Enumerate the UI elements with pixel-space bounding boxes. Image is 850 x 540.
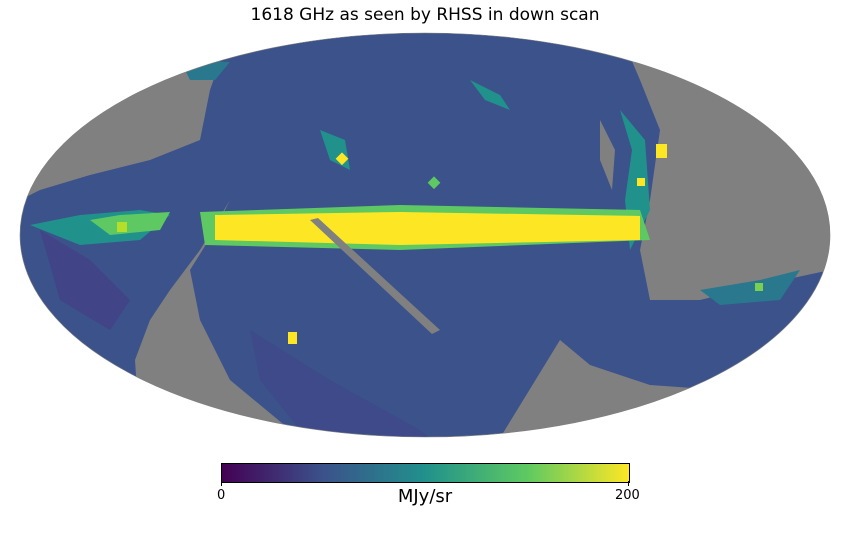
colorbar-tick-min — [221, 481, 222, 486]
plane-west-arm — [90, 212, 170, 235]
colorbar-min-label: 0 — [217, 488, 226, 503]
source-north — [335, 152, 349, 166]
galactic-plane — [90, 205, 650, 250]
map-boundary — [19, 32, 831, 438]
source-south-west — [288, 332, 297, 344]
bright-sources — [288, 144, 763, 344]
missing-region-inner-gap — [600, 120, 615, 190]
patch-dark-south — [250, 330, 430, 437]
colorbar — [221, 463, 630, 483]
source-east-1 — [656, 144, 667, 158]
patch-teal-north-east — [470, 80, 510, 110]
patch-teal-southeast — [700, 270, 800, 305]
source-east-2 — [637, 178, 645, 186]
scan-gap-stripe — [310, 218, 440, 334]
map-title: 1618 GHz as seen by RHSS in down scan — [250, 5, 600, 25]
plane-west-knot — [117, 222, 127, 232]
colorbar-max-label: 200 — [615, 488, 640, 503]
plane-core — [215, 212, 640, 245]
source-north-center — [427, 176, 441, 190]
missing-region-left-lower — [135, 200, 300, 437]
colorbar-tick-max — [628, 481, 629, 486]
source-southeast — [755, 283, 763, 291]
patch-dark-west — [40, 230, 130, 330]
colorbar-unit-label: MJy/sr — [397, 486, 453, 507]
